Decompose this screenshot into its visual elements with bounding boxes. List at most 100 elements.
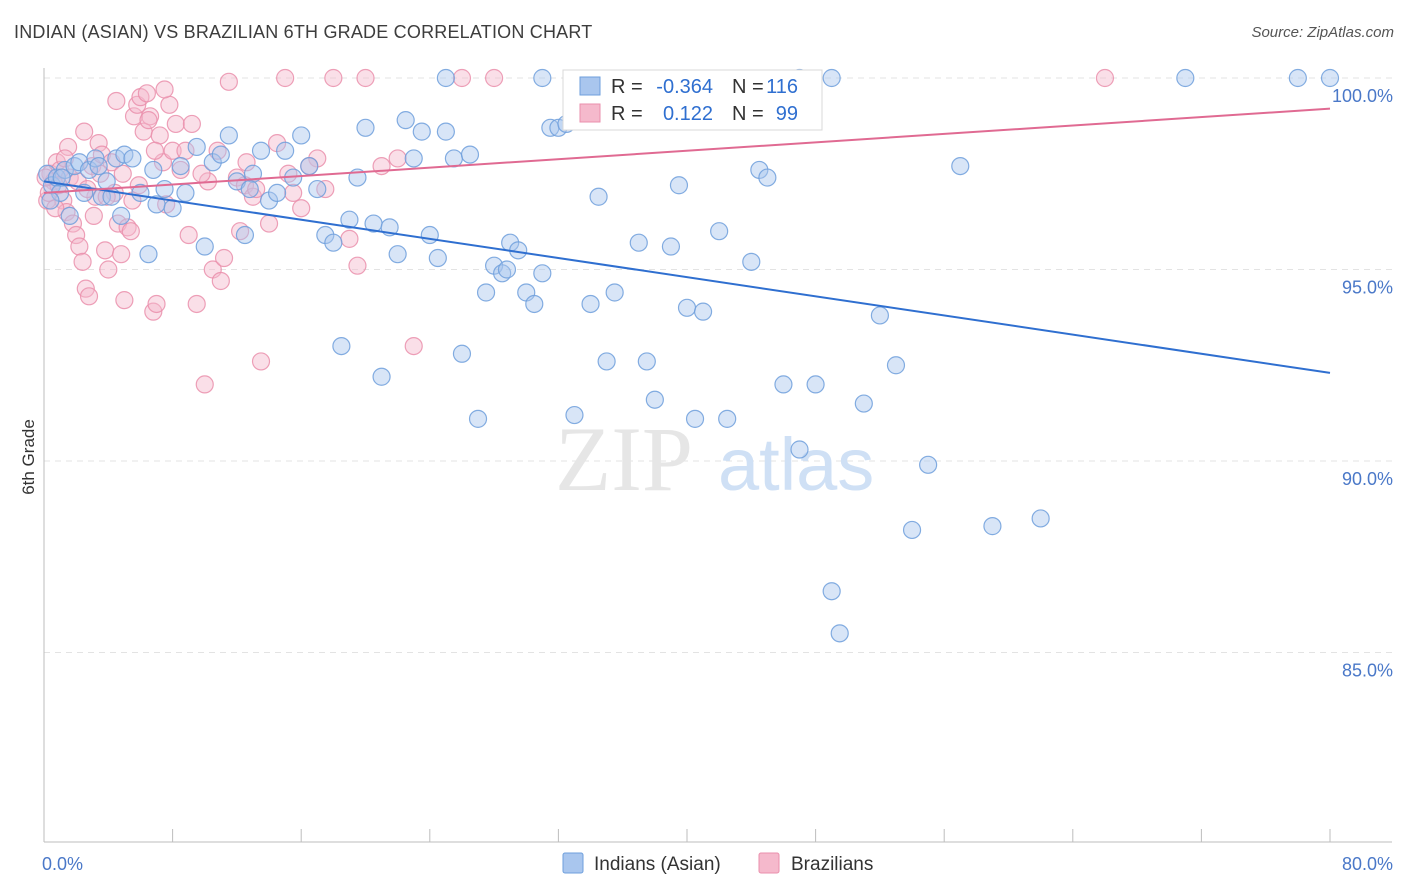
stats-legend: R = -0.364 N = 116 R = 0.122 N = 99	[562, 69, 823, 131]
indians-point	[645, 390, 664, 409]
brazilians-point	[1095, 68, 1115, 88]
indians-point	[155, 179, 174, 199]
indians-point	[870, 306, 890, 325]
y-tick-label: 90.0%	[1342, 469, 1393, 489]
indians-point	[533, 264, 552, 283]
axes	[43, 68, 1392, 843]
brazilians-point	[187, 294, 206, 314]
indians-point	[497, 260, 517, 279]
brazilians-point	[89, 134, 108, 153]
indians-point	[267, 183, 287, 202]
indians-point	[144, 160, 163, 180]
indians-point	[436, 68, 455, 88]
brazilians-point	[356, 68, 375, 88]
indians-point	[123, 149, 142, 168]
brazilians-point	[179, 225, 198, 245]
brazilians-point	[485, 68, 504, 88]
indians-point	[822, 582, 841, 601]
y-axis-title: 6th Grade	[19, 419, 38, 495]
brazilians-point	[324, 68, 343, 88]
brazilians-point	[121, 222, 140, 241]
indians-point	[187, 137, 206, 157]
brazilians-point	[171, 160, 190, 180]
series-legend: Indians (Asian) Brazilians	[562, 852, 873, 875]
legend-blue-n-label: N =	[732, 76, 764, 98]
chart-title: INDIAN (ASIAN) VS BRAZILIAN 6TH GRADE CO…	[14, 22, 593, 42]
indians-point	[1176, 68, 1195, 88]
indians-point	[1031, 509, 1050, 528]
brazilians-point	[211, 271, 230, 291]
brazilians-point	[107, 91, 126, 111]
indians-point	[176, 183, 195, 202]
brazilians-point	[292, 199, 311, 218]
indians-point	[983, 517, 1002, 536]
brazilians-point	[219, 72, 238, 91]
indians-point	[1320, 68, 1340, 88]
indians-point	[533, 68, 552, 88]
series-legend-brazilians: Brazilians	[791, 854, 873, 875]
indians-point	[919, 455, 938, 474]
brazilians-point	[247, 179, 266, 199]
brazilians-point	[95, 241, 115, 260]
indians-point	[758, 168, 777, 187]
indians-point	[685, 409, 705, 428]
indians-point	[742, 252, 761, 271]
indians-point	[597, 352, 616, 371]
indians-point	[830, 624, 849, 643]
brazilians-point	[67, 225, 86, 245]
indians-point	[629, 233, 648, 252]
brazilians-point	[113, 164, 132, 183]
indians-point	[444, 149, 464, 168]
brazilians-point	[70, 237, 89, 256]
brazilians-point	[73, 252, 92, 271]
brazilians-point	[452, 68, 472, 88]
indians-point	[693, 302, 713, 321]
indians-point	[428, 248, 447, 268]
indians-point	[79, 160, 99, 180]
brazilians-point	[404, 337, 423, 356]
y-tick-label: 100.0%	[1332, 86, 1393, 106]
brazilians-point	[155, 80, 174, 99]
indians-point	[436, 122, 455, 141]
indians-point	[565, 405, 584, 425]
brazilians-point	[137, 84, 156, 103]
brazilians-point	[115, 291, 134, 310]
indians-point	[718, 409, 737, 428]
brazilians-point	[214, 248, 234, 268]
brazilians-point	[182, 114, 201, 134]
watermark: ZIP atlas	[555, 408, 874, 510]
indians-point	[235, 225, 255, 245]
indians-point	[97, 172, 116, 191]
brazilians-point	[150, 126, 169, 145]
legend-pink-n-label: N =	[732, 103, 764, 125]
indians-point	[806, 375, 825, 394]
brazilians-point	[124, 107, 144, 126]
indians-point	[774, 375, 793, 394]
indians-point	[60, 206, 79, 225]
trend-lines	[43, 107, 1331, 374]
indians-point	[902, 520, 922, 540]
y-tick-label: 85.0%	[1342, 661, 1393, 681]
brazilians-point	[160, 95, 179, 114]
indians-point	[790, 440, 809, 459]
indians-point	[41, 191, 60, 210]
x-tick-label: 80.0%	[1342, 854, 1393, 874]
indians-point	[710, 222, 729, 241]
brazilians-point	[348, 256, 367, 275]
indians-point	[677, 298, 697, 317]
indians-point	[340, 210, 359, 229]
brazilians-point	[251, 352, 271, 371]
indians-point	[404, 149, 423, 168]
indians-point	[240, 179, 259, 199]
indians-point	[276, 141, 295, 160]
series-legend-indians: Indians (Asian)	[594, 854, 721, 875]
indians-point	[1288, 68, 1307, 88]
brazilians-point	[388, 149, 407, 168]
indians-point	[300, 156, 319, 176]
indians-point	[372, 367, 391, 386]
indians-point	[112, 206, 131, 225]
brazilians-point	[340, 229, 359, 248]
indians-point	[171, 156, 190, 176]
indians-point	[460, 145, 480, 164]
